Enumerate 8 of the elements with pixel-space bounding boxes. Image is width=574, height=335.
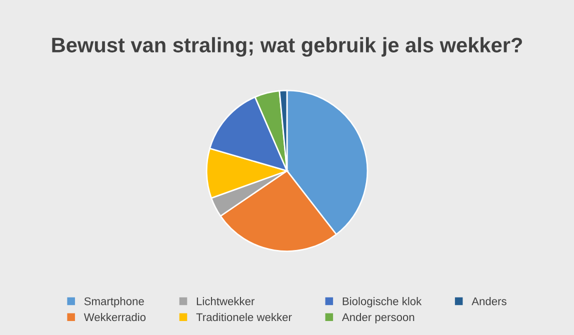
legend-label: Ander persoon xyxy=(342,312,414,324)
legend-label: Traditionele wekker xyxy=(196,312,292,322)
legend-label: Wekkerradio xyxy=(84,312,146,322)
legend-label: Smartphone xyxy=(84,297,144,308)
legend-label: Biologische klok xyxy=(342,297,422,308)
chart-title: Bewust van straling; wat gebruik je als wekker? xyxy=(52,37,522,57)
legend-label: Anders xyxy=(472,297,506,306)
legend-label: Lichtwekker xyxy=(196,297,255,306)
